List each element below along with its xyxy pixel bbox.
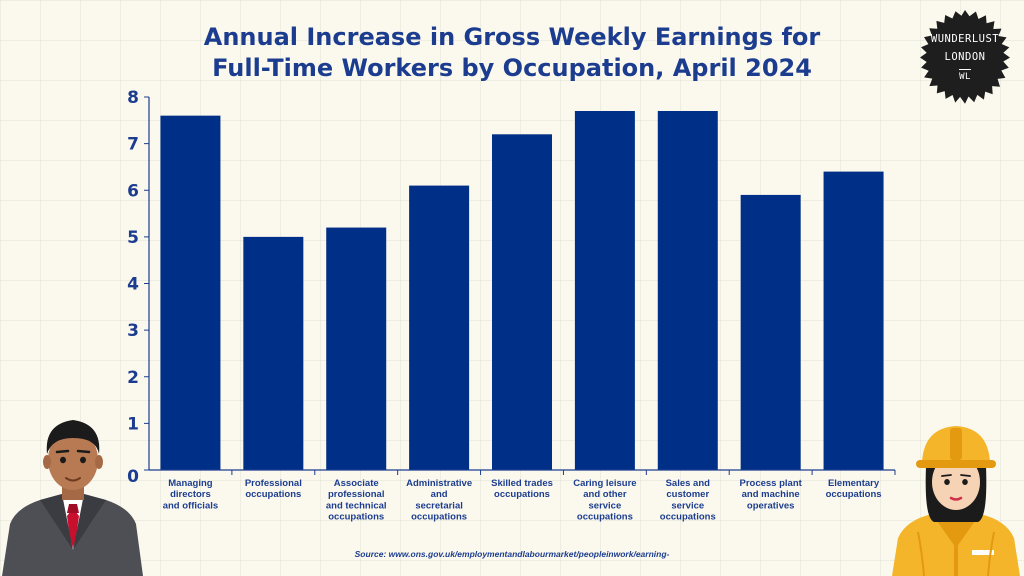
x-category-label-line: and other: [583, 489, 627, 500]
x-category-label-line: Sales and: [666, 478, 711, 489]
y-tick-label: 2: [127, 368, 139, 388]
x-category-label: Caring leisure and other service occupation…: [573, 478, 636, 523]
businessman-illustration: [2, 420, 143, 576]
x-category-label-line: Caring leisure: [573, 478, 636, 489]
x-category-label-line: secretarial: [415, 500, 463, 511]
x-category-label-line: Process plant: [740, 478, 803, 489]
x-category-label-line: occupations: [494, 489, 550, 500]
x-category-label-line: Managing: [168, 478, 213, 489]
x-category-label-line: and: [431, 489, 448, 500]
x-category-label-line: occupations: [826, 489, 882, 500]
x-category-label-line: professional: [328, 489, 385, 500]
bar: [823, 171, 884, 470]
x-category-label-line: service: [589, 500, 622, 511]
bar: [492, 134, 552, 471]
x-category-label: Managing directors and officials: [163, 478, 218, 511]
x-category-label-line: operatives: [747, 500, 795, 511]
x-category-label-line: occupations: [245, 489, 301, 500]
chart-title-line-1: Annual Increase in Gross Weekly Earnings…: [203, 23, 821, 51]
y-tick-label: 5: [127, 228, 139, 248]
bar: [740, 194, 801, 470]
x-category-label-line: customer: [666, 489, 709, 500]
x-category-label-line: occupations: [660, 512, 716, 523]
logo-text-block: WUNDERLUST LONDON WL: [918, 10, 1012, 104]
x-category-label: Administrative and secretarial occupations: [406, 478, 472, 523]
logo-line-london: LONDON: [944, 50, 986, 63]
x-category-label-line: Elementary: [828, 478, 880, 489]
bar: [409, 185, 470, 470]
logo-monogram: WL: [959, 68, 971, 82]
x-category-label-line: and technical: [326, 500, 387, 511]
source-note: Source: www.ons.gov.uk/employmentandlabo…: [354, 549, 670, 559]
x-category-label-line: and officials: [163, 500, 218, 511]
bars-group: [160, 110, 884, 471]
x-category-label: Elementary occupations: [826, 478, 882, 500]
y-axis-ticks: 0 1 2 3 4 5 6 7 8: [127, 88, 149, 487]
x-category-label-line: Administrative: [406, 478, 472, 489]
y-tick-label: 1: [127, 414, 139, 434]
y-tick-label: 6: [127, 181, 139, 201]
x-category-label-line: Associate: [334, 478, 379, 489]
y-tick-label: 7: [127, 135, 139, 155]
x-category-label-line: and machine: [742, 489, 800, 500]
worker-illustration: [892, 426, 1020, 576]
logo-badge: [920, 10, 1010, 104]
logo-line-wunderlust: WUNDERLUST: [930, 32, 1000, 45]
bar: [243, 236, 304, 470]
x-category-label-line: occupations: [577, 512, 633, 523]
x-category-label: Sales and customer service occupations: [660, 478, 716, 523]
x-axis-labels: Managing directors and officials Profession…: [163, 470, 896, 523]
bar: [160, 115, 221, 471]
x-category-label: Associate professional and technical occupa…: [326, 478, 387, 523]
logo-seal-shape: [920, 10, 1010, 104]
x-category-label: Skilled trades occupations: [491, 478, 553, 500]
y-tick-label: 0: [127, 467, 139, 487]
bar: [657, 110, 718, 471]
chart-title-line-2: Full-Time Workers by Occupation, April 2…: [212, 54, 812, 82]
bar: [574, 110, 635, 471]
x-category-label: Process plant and machine operatives: [740, 478, 803, 511]
x-category-label-line: occupations: [411, 512, 467, 523]
y-tick-label: 3: [127, 321, 139, 341]
bar: [326, 227, 387, 470]
x-category-label-line: occupations: [328, 512, 384, 523]
x-category-label: Professional occupations: [245, 478, 302, 500]
x-category-label-line: Professional: [245, 478, 302, 489]
chart-title: Annual Increase in Gross Weekly Earnings…: [180, 22, 844, 84]
y-tick-label: 4: [127, 275, 139, 295]
x-category-label-line: Skilled trades: [491, 478, 553, 489]
y-tick-label: 8: [127, 88, 139, 108]
x-category-label-line: directors: [170, 489, 211, 500]
x-category-label-line: service: [671, 500, 704, 511]
